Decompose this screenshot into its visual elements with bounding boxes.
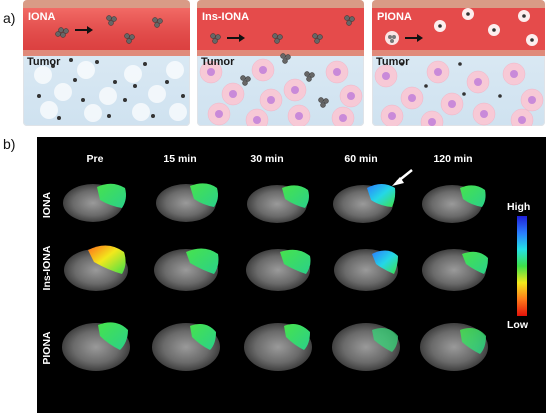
scale-low-label: Low — [507, 319, 528, 331]
schematic-title: IONA — [28, 11, 56, 23]
right-arrow-icon — [405, 34, 423, 42]
schematic-piona-drawing — [372, 0, 545, 126]
schematic-piona: PIONA Tumor — [372, 0, 545, 126]
schematic-iona-drawing — [23, 0, 190, 122]
schematic-title: Ins-IONA — [202, 11, 250, 23]
mri-panel — [37, 137, 546, 413]
nanoparticle-cluster-icon — [210, 15, 355, 108]
column-header: 60 min — [344, 153, 378, 165]
panel-b-label: b) — [3, 136, 16, 152]
schematic-title: PIONA — [377, 11, 412, 23]
panel-a-label: a) — [3, 10, 16, 26]
schematic-iona: IONA Tumor — [23, 0, 190, 126]
column-header: Pre — [86, 153, 104, 165]
right-arrow-icon — [227, 34, 245, 42]
schematic-tumor-label: Tumor — [376, 56, 410, 68]
right-arrow-icon — [75, 26, 93, 34]
schematic-tumor-label: Tumor — [201, 56, 235, 68]
schematic-ins-iona: Ins-IONA Tumor — [197, 0, 364, 126]
schematic-tumor-label: Tumor — [27, 56, 61, 68]
intensity-colorbar — [517, 216, 527, 316]
scale-high-label: High — [507, 201, 531, 213]
row-header: Ins-IONA — [41, 245, 53, 291]
nanoparticle-cluster-icon — [55, 15, 163, 44]
row-header: PIONA — [41, 331, 53, 365]
column-header: 120 min — [433, 153, 473, 165]
schematic-ins-iona-drawing — [197, 0, 364, 126]
nanoparticle-cluster-icon — [385, 31, 399, 45]
column-header: 15 min — [163, 153, 197, 165]
row-header: IONA — [41, 191, 53, 219]
column-header: 30 min — [250, 153, 284, 165]
